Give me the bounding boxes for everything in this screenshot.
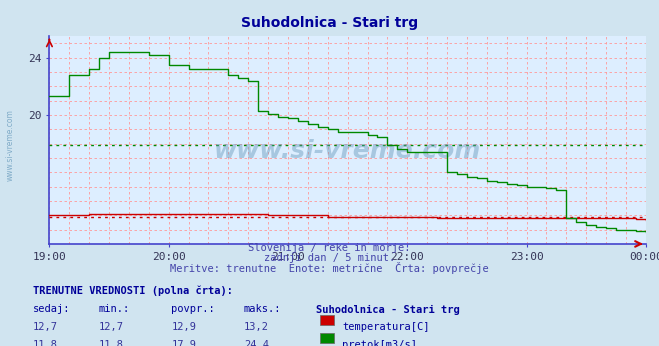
- Text: pretok[m3/s]: pretok[m3/s]: [342, 340, 417, 346]
- Text: Slovenija / reke in morje.: Slovenija / reke in morje.: [248, 243, 411, 253]
- Text: min.:: min.:: [99, 304, 130, 315]
- Text: 17,9: 17,9: [171, 340, 196, 346]
- Text: 12,7: 12,7: [33, 322, 58, 333]
- Text: Suhodolnica - Stari trg: Suhodolnica - Stari trg: [316, 304, 460, 315]
- Text: www.si-vreme.com: www.si-vreme.com: [5, 109, 14, 181]
- Text: temperatura[C]: temperatura[C]: [342, 322, 430, 333]
- Text: 12,7: 12,7: [99, 322, 124, 333]
- Text: maks.:: maks.:: [244, 304, 281, 315]
- Text: 13,2: 13,2: [244, 322, 269, 333]
- Text: sedaj:: sedaj:: [33, 304, 71, 315]
- Text: 24,4: 24,4: [244, 340, 269, 346]
- Text: Meritve: trenutne  Enote: metrične  Črta: povprečje: Meritve: trenutne Enote: metrične Črta: …: [170, 262, 489, 274]
- Text: Suhodolnica - Stari trg: Suhodolnica - Stari trg: [241, 16, 418, 29]
- Text: TRENUTNE VREDNOSTI (polna črta):: TRENUTNE VREDNOSTI (polna črta):: [33, 285, 233, 296]
- Text: www.si-vreme.com: www.si-vreme.com: [214, 138, 481, 163]
- Text: zadnji dan / 5 minut.: zadnji dan / 5 minut.: [264, 253, 395, 263]
- Text: 12,9: 12,9: [171, 322, 196, 333]
- Text: 11,8: 11,8: [99, 340, 124, 346]
- Text: povpr.:: povpr.:: [171, 304, 215, 315]
- Text: 11,8: 11,8: [33, 340, 58, 346]
